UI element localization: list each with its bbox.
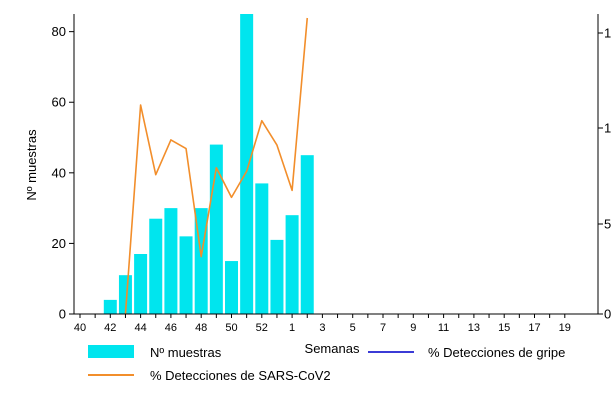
bar (149, 218, 163, 314)
x-tick-label: 3 (319, 322, 325, 334)
x-tick-label: 1 (289, 322, 295, 334)
bar (225, 261, 238, 314)
x-tick-label: 5 (350, 322, 356, 334)
x-tick-label: 7 (380, 322, 386, 334)
y2-tick-label: 0 (604, 307, 611, 322)
x-tick-label: 48 (195, 322, 207, 334)
legend-label: % Detecciones de SARS-CoV2 (150, 368, 331, 383)
x-tick-label: 11 (438, 322, 449, 334)
x-tick-label: 40 (74, 322, 86, 334)
x-tick-label: 44 (134, 322, 146, 334)
bar (164, 208, 178, 314)
x-tick-label: 17 (528, 322, 540, 334)
series-line (124, 17, 309, 315)
x-tick-label: 52 (256, 322, 268, 334)
y-tick-label: 80 (52, 24, 66, 39)
bar (134, 254, 148, 314)
bar (118, 275, 132, 314)
y-axis-title: Nº muestras (24, 129, 39, 201)
y-tick-label: 0 (59, 307, 66, 322)
y2-tick-label: 5 (604, 217, 611, 232)
x-tick-label: 9 (410, 322, 416, 334)
y-tick-label: 20 (52, 236, 66, 251)
legend-swatch-bar (88, 345, 134, 358)
bar (255, 183, 269, 314)
bar (240, 14, 254, 314)
y2-tick-label: 1 (604, 121, 611, 136)
lines (124, 17, 309, 315)
x-tick-label: 13 (468, 322, 480, 334)
bars (103, 14, 314, 314)
x-tick-label: 46 (165, 322, 177, 334)
y2-tick-label: 1 (604, 26, 611, 41)
bar (179, 236, 193, 314)
bar (300, 155, 314, 314)
x-tick-label: 50 (225, 322, 237, 334)
x-axis-title: Semanas (305, 341, 360, 356)
legend: Nº muestras % Detecciones de gripe % Detec… (88, 345, 565, 383)
bar (103, 299, 117, 314)
bar (270, 239, 284, 314)
x-tick-label: 19 (559, 322, 571, 334)
legend-label: Nº muestras (150, 345, 222, 360)
bar (285, 215, 299, 314)
x-tick-label: 15 (498, 322, 510, 334)
y-tick-label: 40 (52, 165, 66, 180)
y-tick-label: 60 (52, 95, 66, 110)
x-tick-label: 42 (104, 322, 116, 334)
legend-label: % Detecciones de gripe (428, 345, 565, 360)
